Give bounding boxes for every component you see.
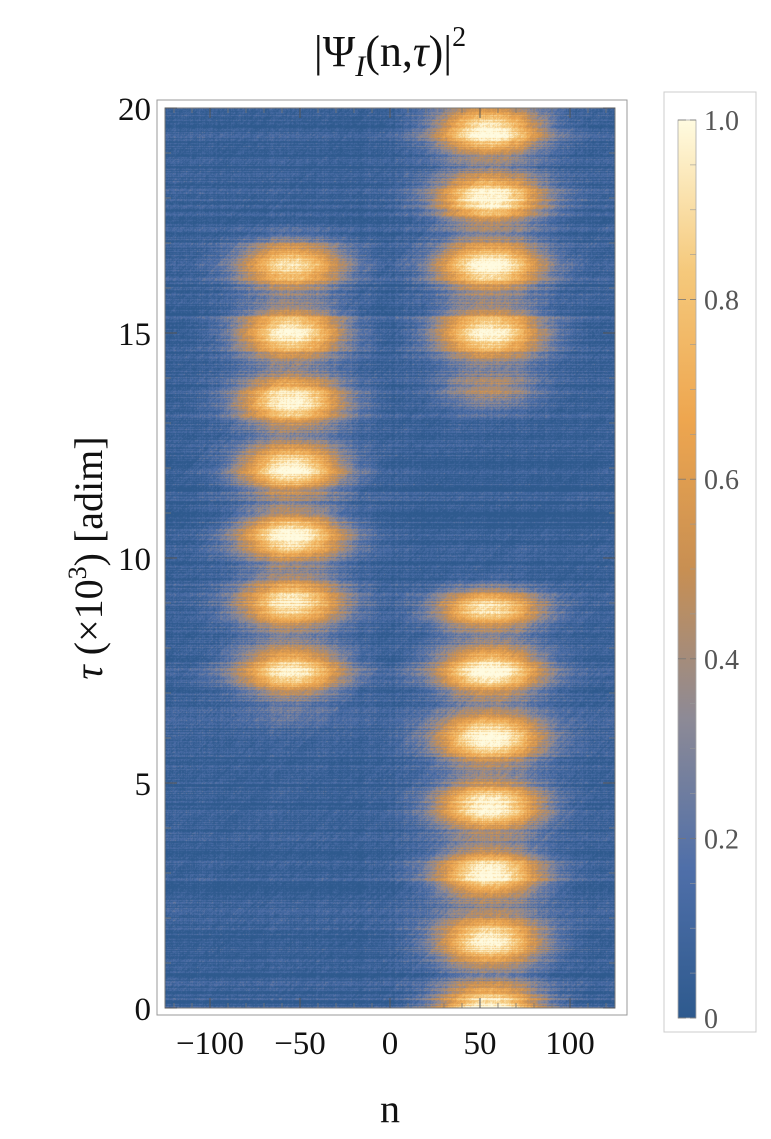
- plot-outer-frame: [156, 99, 628, 1016]
- y-tick-label: 0: [135, 992, 152, 1028]
- x-axis-label: n: [380, 1086, 400, 1131]
- colorbar-tick-label: 0: [704, 1004, 718, 1035]
- x-tick-label: 100: [545, 1026, 595, 1062]
- colorbar-tick-label: 1.0: [704, 106, 739, 137]
- colorbar: 0 0.2 0.4 0.6 0.8 1.0: [663, 91, 757, 1035]
- y-tick-label: 10: [118, 542, 151, 578]
- y-axis: 0 5 10 15 20: [118, 92, 615, 1028]
- colorbar-tick-label: 0.2: [704, 824, 739, 855]
- y-tick-label: 20: [118, 92, 151, 128]
- y-axis-label: τ (×103) [adim]: [63, 436, 111, 679]
- colorbar-ticks: 0 0.2 0.4 0.6 0.8 1.0: [678, 106, 739, 1035]
- x-axis: −100 −50 0 50 100: [173, 108, 607, 1062]
- colorbar-tick-label: 0.8: [704, 286, 739, 317]
- colorbar-tick-label: 0.4: [704, 645, 739, 676]
- x-tick-label: −50: [274, 1026, 326, 1062]
- x-tick-label: 0: [382, 1026, 399, 1062]
- colorbar-tick-label: 0.6: [704, 465, 739, 496]
- y-tick-label: 15: [118, 317, 151, 353]
- x-tick-label: 50: [464, 1026, 497, 1062]
- chart-title: |ΨI(n,τ)|2: [314, 22, 466, 83]
- heatmap-raster: [165, 108, 615, 1008]
- x-tick-label: −100: [176, 1026, 244, 1062]
- heatmap-plot-area: [165, 108, 615, 1008]
- y-tick-label: 5: [135, 767, 152, 803]
